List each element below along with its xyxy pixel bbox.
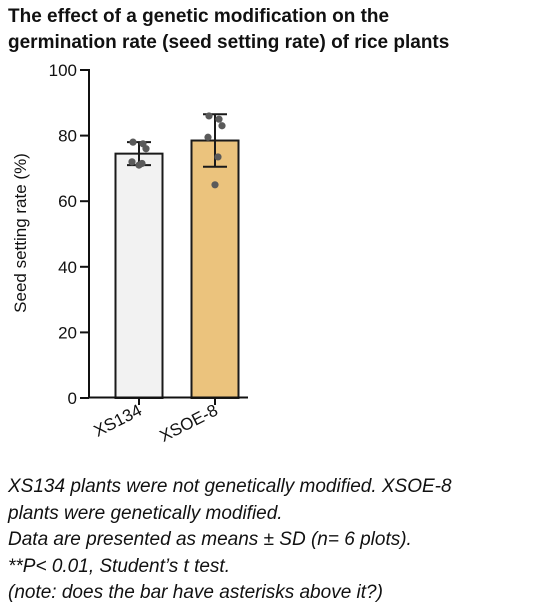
caption-line-5: (note: does the bar have asterisks above… xyxy=(8,582,383,603)
data-point xyxy=(205,112,213,120)
y-tick-label: 40 xyxy=(58,258,77,277)
caption-line-2: plants were genetically modified. xyxy=(8,502,283,524)
data-point xyxy=(211,181,219,189)
y-tick-label: 60 xyxy=(58,192,77,211)
chart-title: The effect of a genetic modification on … xyxy=(8,4,533,56)
y-tick-label: 100 xyxy=(49,61,77,80)
caption-line-3: Data are presented as means ± SD (n= 6 p… xyxy=(8,529,412,550)
x-tick-labels: XS134 XSOE-8 xyxy=(91,398,221,446)
data-point xyxy=(218,122,226,130)
data-point xyxy=(128,158,136,166)
y-tick-label: 0 xyxy=(68,389,77,408)
data-point xyxy=(204,133,212,141)
data-point xyxy=(142,145,150,153)
bars xyxy=(114,112,240,400)
x-tick-label: XSOE-8 xyxy=(157,401,221,446)
y-axis-label: Seed setting rate (%) xyxy=(11,153,30,313)
data-point xyxy=(214,153,222,161)
chart-title-line-2: germination rate (seed setting rate) of … xyxy=(8,32,450,53)
x-tick-label: XS134 xyxy=(91,401,145,441)
data-point xyxy=(129,138,137,146)
bar xyxy=(190,139,240,400)
y-tick-label: 20 xyxy=(58,323,77,342)
bar xyxy=(114,152,164,399)
chart-title-line-1: The effect of a genetic modification on … xyxy=(8,6,390,27)
figure-caption: XS134 plants were not genetically modifi… xyxy=(8,474,533,607)
caption-line-4: **P< 0.01, Student’s t test. xyxy=(8,555,230,577)
data-point xyxy=(135,161,143,169)
bar-chart: 0 20 40 60 80 100 Seed setting rate (%) XS134… xyxy=(11,61,248,446)
caption-line-1: XS134 plants were not genetically modifi… xyxy=(8,476,452,497)
y-tick-label: 80 xyxy=(58,127,77,146)
data-point xyxy=(215,115,223,123)
y-axis: 0 20 40 60 80 100 xyxy=(49,61,90,408)
